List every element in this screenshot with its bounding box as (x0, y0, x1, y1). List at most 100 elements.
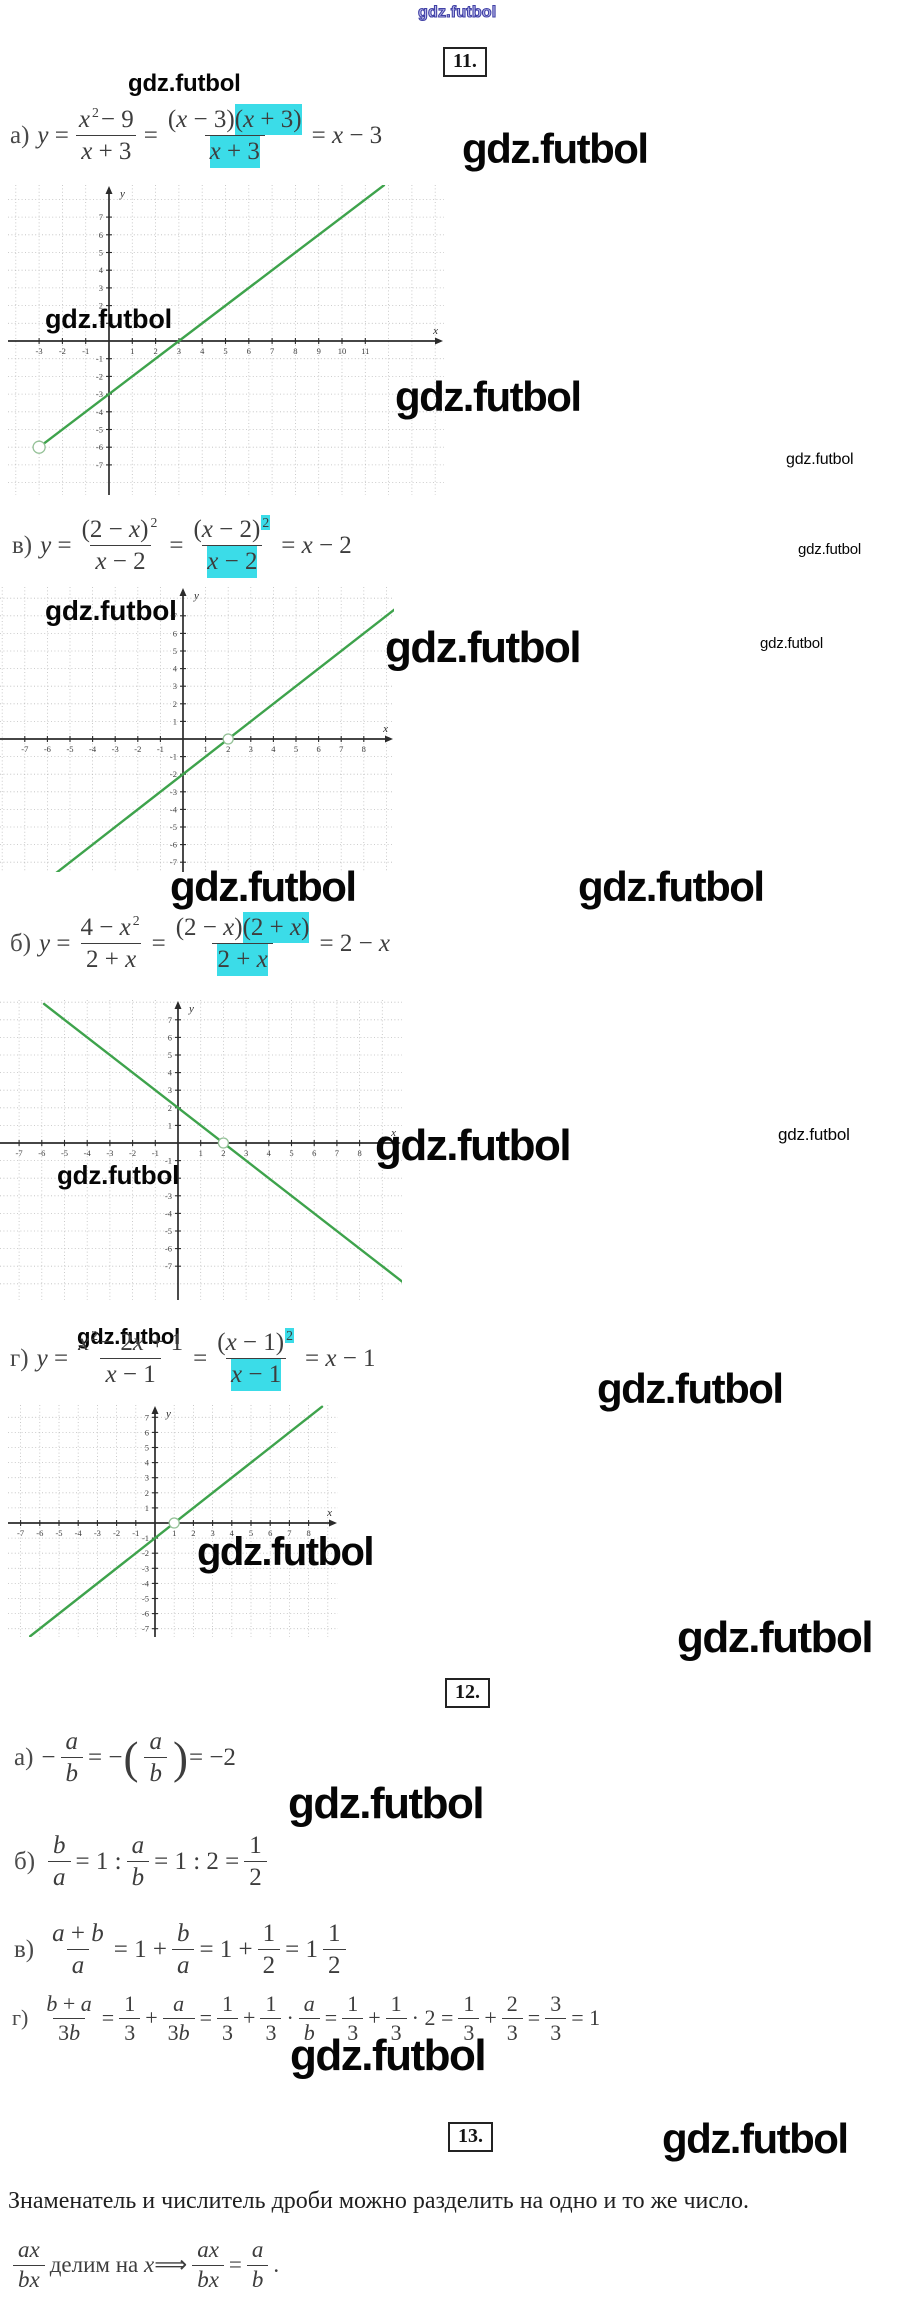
hole-point-marker (217, 1137, 230, 1149)
svg-text:7: 7 (168, 1015, 172, 1025)
svg-text:-7: -7 (16, 1148, 23, 1158)
svg-text:7: 7 (173, 611, 177, 621)
svg-text:-4: -4 (170, 804, 178, 814)
svg-text:-2: -2 (134, 744, 141, 754)
svg-text:3: 3 (99, 283, 103, 293)
svg-text:-3: -3 (96, 389, 103, 399)
svg-text:3: 3 (210, 1528, 214, 1538)
svg-text:1: 1 (99, 318, 103, 328)
watermark: gdz.futbol (77, 1324, 181, 1349)
svg-text:11: 11 (361, 346, 369, 356)
svg-text:6: 6 (173, 628, 177, 638)
svg-text:6: 6 (247, 346, 251, 356)
svg-text:x: x (382, 723, 388, 735)
svg-text:5: 5 (99, 248, 103, 258)
svg-text:-1: -1 (152, 1148, 159, 1158)
svg-text:6: 6 (168, 1032, 172, 1042)
svg-text:-6: -6 (142, 1609, 149, 1619)
svg-text:y: y (119, 188, 125, 200)
hole-point-marker (32, 440, 46, 454)
watermark: gdz.futbol (57, 1160, 180, 1190)
problem-number-box-11: 11. (443, 47, 487, 77)
svg-text:2: 2 (221, 1148, 225, 1158)
problem-number-box-12: 12. (445, 1678, 490, 1708)
watermark: gdz.futbol (677, 1613, 874, 1662)
svg-text:1: 1 (203, 744, 207, 754)
svg-text:x: x (326, 1507, 332, 1519)
watermark: gdz.futbol (197, 1530, 375, 1574)
svg-text:-6: -6 (165, 1244, 172, 1254)
svg-text:-4: -4 (84, 1148, 92, 1158)
svg-text:-7: -7 (96, 460, 103, 470)
svg-text:5: 5 (223, 346, 227, 356)
svg-text:2: 2 (191, 1528, 195, 1538)
graph-g: -7 -6 -5 -4 -3 -2 -1 1 2 3 4 5 6 7 8-7-6-5-4-3-2-11234… (8, 1405, 338, 1637)
svg-text:y: y (188, 1003, 194, 1015)
svg-text:7: 7 (99, 212, 103, 222)
problem-13-rule-text: Знаменатель и числитель дроби можно разд… (8, 2188, 750, 2214)
svg-text:-4: -4 (89, 744, 97, 754)
svg-text:7: 7 (287, 1528, 291, 1538)
watermark: gdz.futbol (662, 2115, 849, 2162)
svg-text:2: 2 (153, 346, 157, 356)
svg-text:-1: -1 (142, 1533, 149, 1543)
svg-text:-7: -7 (165, 1261, 172, 1271)
svg-text:5: 5 (168, 1050, 172, 1060)
svg-text:-3: -3 (165, 1191, 172, 1201)
svg-text:5: 5 (294, 744, 298, 754)
svg-text:7: 7 (335, 1148, 339, 1158)
svg-text:2: 2 (173, 699, 177, 709)
svg-text:-2: -2 (165, 1173, 172, 1183)
svg-text:-7: -7 (142, 1624, 149, 1634)
svg-text:5: 5 (249, 1528, 253, 1538)
svg-text:-3: -3 (142, 1563, 149, 1573)
svg-text:-5: -5 (170, 822, 177, 832)
svg-text:-1: -1 (165, 1156, 172, 1166)
problem-number-box-13: 13. (448, 2122, 493, 2152)
svg-text:-1: -1 (157, 744, 164, 754)
svg-text:3: 3 (244, 1148, 248, 1158)
svg-text:4: 4 (168, 1068, 173, 1078)
watermark: gdz.futbol (290, 2031, 487, 2080)
svg-text:-4: -4 (75, 1528, 83, 1538)
svg-text:3: 3 (145, 1473, 149, 1483)
watermark: gdz.futbol (462, 125, 649, 172)
svg-text:y: y (193, 590, 199, 602)
svg-text:-6: -6 (38, 1148, 45, 1158)
svg-text:6: 6 (99, 230, 103, 240)
svg-text:6: 6 (316, 744, 320, 754)
svg-text:3: 3 (173, 681, 177, 691)
formula-11v: в) y = (2 − x) 2 x − 2 = (x − 2) 2 x − 2 = x … (12, 514, 352, 578)
svg-text:5: 5 (145, 1443, 149, 1453)
watermark: gdz.futbol (128, 70, 241, 97)
svg-text:4: 4 (145, 1458, 150, 1468)
svg-text:2: 2 (168, 1103, 172, 1113)
svg-text:7: 7 (145, 1412, 149, 1422)
svg-text:1: 1 (130, 346, 134, 356)
watermark: gdz.futbol (170, 863, 357, 910)
svg-text:7: 7 (339, 744, 343, 754)
svg-text:-1: -1 (170, 752, 177, 762)
svg-text:-2: -2 (96, 371, 103, 381)
svg-text:6: 6 (268, 1528, 272, 1538)
svg-text:4: 4 (173, 664, 178, 674)
svg-text:-3: -3 (106, 1148, 113, 1158)
svg-text:1: 1 (199, 1148, 203, 1158)
svg-text:-3: -3 (170, 787, 177, 797)
svg-text:8: 8 (362, 744, 366, 754)
watermark: gdz.futbol (597, 1365, 784, 1412)
svg-text:1: 1 (172, 1528, 176, 1538)
formula-12a: а) − a b = −(a b) = −2 (14, 1726, 236, 1790)
hole-point-marker (168, 1517, 180, 1529)
hole-point-marker (222, 733, 234, 745)
svg-text:-3: -3 (36, 346, 43, 356)
svg-text:8: 8 (293, 346, 297, 356)
svg-text:-5: -5 (142, 1594, 149, 1604)
svg-text:x: x (390, 1127, 396, 1139)
svg-text:-1: -1 (132, 1528, 139, 1538)
graph-v: -7 -6 -5 -4 -3 -2 -1 1 2 3 4 5 6 7 8 -7 -6 -5 -4 -3 -2 -1 1 2 3 4… (0, 587, 394, 872)
